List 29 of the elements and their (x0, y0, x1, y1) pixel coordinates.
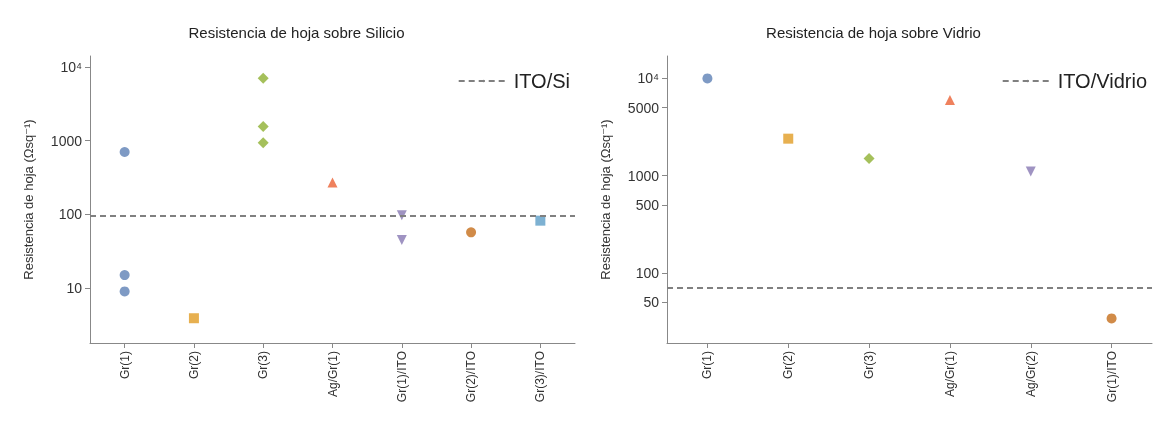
x-tick-label: Gr(3) (256, 351, 271, 379)
y-tick-label: 5000 (627, 99, 659, 116)
y-tick-label: 100 (58, 206, 83, 223)
x-tick-label: Ag/Gr(1) (325, 351, 340, 398)
y-axis-title: Resistencia de hoja (Ωsq⁻¹) (21, 119, 36, 280)
y-axis-title: Resistencia de hoja (Ωsq⁻¹) (597, 119, 613, 280)
x-tick-label: Gr(2) (186, 351, 201, 379)
y-tick-label: 50 (642, 294, 659, 311)
legend-label: ITO/Si (513, 70, 570, 92)
x-tick-label: Gr(2)/ITO (464, 351, 479, 403)
x-tick-label: Gr(1) (699, 351, 714, 379)
x-tick-label: Gr(1) (117, 351, 132, 379)
x-tick-label: Gr(3)/ITO (533, 351, 548, 403)
x-tick-label: Gr(1)/ITO (394, 351, 409, 403)
y-tick-label: 10 (66, 280, 83, 297)
y-tick-label: 500 (635, 196, 659, 213)
x-tick-label: Ag/Gr(1) (942, 351, 957, 398)
x-tick-label: Gr(2) (780, 351, 795, 379)
y-tick-label: 10⁴ (636, 70, 659, 87)
x-tick-label: Ag/Gr(2) (1023, 351, 1038, 398)
legend-label: ITO/Vidrio (1057, 70, 1147, 92)
y-tick-label: 1000 (627, 167, 659, 184)
x-tick-label: Gr(1)/ITO (1104, 351, 1119, 403)
y-tick-label: 1000 (50, 132, 83, 149)
y-tick-label: 100 (635, 264, 659, 281)
chart-title: Resistencia de hoja sobre Silicio (188, 24, 405, 41)
y-tick-label: 10⁴ (60, 58, 82, 75)
chart-title: Resistencia de hoja sobre Vidrio (765, 24, 981, 41)
x-tick-label: Gr(3) (861, 351, 876, 379)
